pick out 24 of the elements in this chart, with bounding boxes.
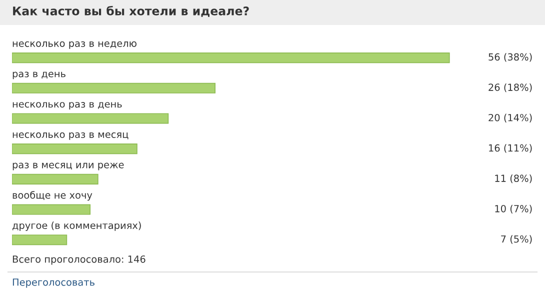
data-label: 11 (8%) xyxy=(495,174,532,184)
y-tick-label: вообще не хочу xyxy=(12,191,92,201)
data-label: 16 (11%) xyxy=(489,144,532,153)
bar xyxy=(12,82,216,94)
y-tick-label: раз в день xyxy=(12,72,66,80)
data-label: 20 (14%) xyxy=(488,114,532,122)
y-tick-label: несколько раз в день xyxy=(12,102,122,110)
bar xyxy=(12,204,91,215)
data-label: 7 (5%) xyxy=(501,235,532,244)
bar xyxy=(12,174,98,184)
data-label: 26 (18%) xyxy=(488,83,532,92)
bar xyxy=(12,144,138,154)
bar xyxy=(12,52,450,64)
bar xyxy=(12,234,68,246)
text: Переголосовать xyxy=(12,278,94,288)
chart-title: Как часто вы бы хотели в идеале? xyxy=(13,6,249,17)
y-tick-label: раз в месяц или реже xyxy=(12,162,124,170)
data-label: 56 (38%) xyxy=(488,53,532,62)
text: Всего проголосовало: 146 xyxy=(12,255,146,265)
bar xyxy=(12,113,169,124)
y-tick-label: несколько раз в месяц xyxy=(12,132,128,140)
y-tick-label: несколько раз в неделю xyxy=(12,41,136,49)
data-label: 10 (7%) xyxy=(495,204,532,214)
y-tick-label: другое (в комментариях) xyxy=(12,222,141,231)
